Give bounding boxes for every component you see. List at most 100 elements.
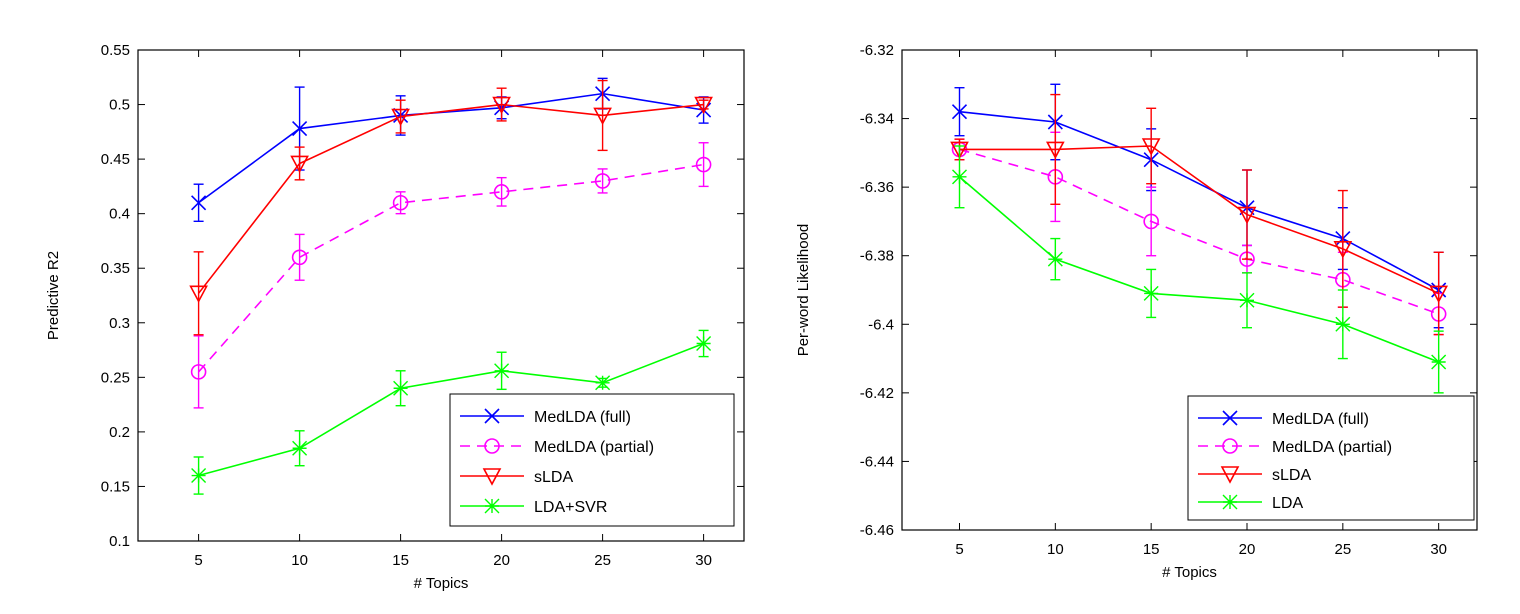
series-line (958, 176, 1439, 363)
x-tick-label: 25 (1334, 541, 1351, 558)
y-tick-label: -6.38 (860, 248, 894, 265)
series-medlda-full (191, 77, 712, 223)
data-point (1045, 141, 1065, 160)
y-tick-label: 0.35 (101, 260, 130, 277)
y-tick-label: 0.55 (101, 42, 130, 59)
y-tick-label: -6.36 (860, 179, 894, 196)
data-point (493, 184, 510, 200)
legend-box (1187, 395, 1475, 521)
x-tick-label: 10 (291, 552, 308, 569)
x-tick-label: 20 (1239, 541, 1256, 558)
series-slda (189, 79, 713, 336)
series-line (197, 163, 704, 373)
series-line (198, 342, 704, 477)
y-tick-label: 0.2 (109, 424, 130, 441)
legend-label: sLDA (1272, 467, 1311, 484)
y-tick-label: 0.4 (109, 206, 130, 223)
data-point (1047, 251, 1063, 267)
data-point (189, 285, 208, 304)
data-point (391, 108, 410, 127)
data-point (191, 468, 207, 484)
y-tick-label: -6.34 (860, 111, 894, 128)
data-point (291, 249, 308, 266)
data-point (190, 364, 207, 380)
data-point (290, 155, 309, 174)
y-tick-label: 0.45 (101, 151, 130, 168)
series-medlda-full (951, 83, 1447, 329)
legend-label: MedLDA (partial) (1272, 439, 1392, 456)
legend: MedLDA (full) MedLDA (partial) sLDA LDA (1187, 395, 1475, 521)
series-line (198, 92, 704, 204)
y-tick-label: -6.32 (860, 42, 894, 59)
data-point (951, 104, 968, 120)
series-slda (950, 93, 1449, 336)
x-axis-label: # Topics (1162, 564, 1217, 581)
data-point (1143, 285, 1159, 301)
data-point (595, 375, 611, 391)
legend: MedLDA (full) MedLDA (partial) sLDA LDA+SVR (449, 393, 735, 527)
data-point (1239, 292, 1255, 308)
legend-marker (1222, 438, 1238, 454)
y-tick-label: 0.15 (101, 478, 130, 495)
legend-label: MedLDA (full) (534, 409, 631, 426)
data-point (494, 363, 510, 379)
x-tick-label: 25 (594, 552, 611, 569)
y-axis-label: Per-word Likelihood (795, 224, 812, 357)
data-point (191, 195, 207, 211)
x-tick-label: 20 (493, 552, 510, 569)
data-point (694, 96, 713, 115)
legend-label: MedLDA (partial) (534, 439, 654, 456)
x-axis-label: # Topics (414, 575, 469, 592)
x-tick-label: 15 (392, 552, 409, 569)
data-point (1143, 213, 1159, 230)
x-tick-label: 10 (1047, 541, 1064, 558)
y-tick-label: -6.46 (860, 522, 894, 539)
legend-label: sLDA (534, 469, 573, 486)
legend-marker (482, 468, 502, 486)
data-point (696, 336, 712, 352)
chart-1: 5 10 15 20 25 30 0.1 0.15 0.2 0.25 0.3 0.35 0.4 0.45 0… (45, 42, 745, 592)
data-point (952, 169, 967, 185)
chart-2: 5 10 15 20 25 30 -6.46 -6.44 -6.42 -6.4 -6.38 -6.36… (795, 42, 1478, 581)
y-tick-label: 0.1 (109, 533, 130, 550)
y-tick-label: -6.4 (868, 316, 894, 333)
plot-frame (137, 49, 745, 542)
data-point (292, 120, 308, 137)
plot-frame (901, 49, 1478, 531)
data-point (1335, 316, 1351, 332)
series-line (197, 103, 704, 294)
y-tick-label: -6.44 (860, 453, 894, 470)
x-tick-label: 15 (1143, 541, 1160, 558)
y-tick-label: 0.25 (101, 369, 130, 386)
data-point (392, 194, 409, 211)
x-tick-label: 30 (1430, 541, 1447, 558)
data-point (593, 107, 612, 126)
legend-marker (1220, 466, 1240, 484)
legend-marker (484, 498, 500, 514)
legend-marker (1222, 494, 1238, 510)
x-tick-label: 5 (194, 552, 202, 569)
data-point (695, 156, 712, 173)
data-point (1431, 354, 1447, 370)
y-axis-label: Predictive R2 (45, 251, 62, 340)
y-tick-label: -6.42 (860, 385, 894, 402)
series-line (959, 145, 1440, 295)
legend-marker (484, 438, 500, 454)
data-point (950, 141, 969, 160)
y-tick-label: 0.5 (109, 97, 130, 114)
data-point (393, 380, 409, 396)
series-line (959, 110, 1440, 291)
series-medlda-partial (190, 142, 712, 409)
data-point (1237, 206, 1257, 225)
legend-label: MedLDA (full) (1272, 411, 1369, 428)
legend-label: LDA+SVR (534, 499, 607, 516)
data-point (492, 96, 511, 115)
legend-marker (484, 408, 500, 424)
legend-marker (1222, 410, 1238, 426)
series-lda (952, 145, 1447, 394)
data-point (292, 440, 308, 456)
y-tick-label: 0.3 (109, 315, 130, 332)
data-point (594, 173, 611, 189)
legend-label: LDA (1272, 495, 1303, 512)
